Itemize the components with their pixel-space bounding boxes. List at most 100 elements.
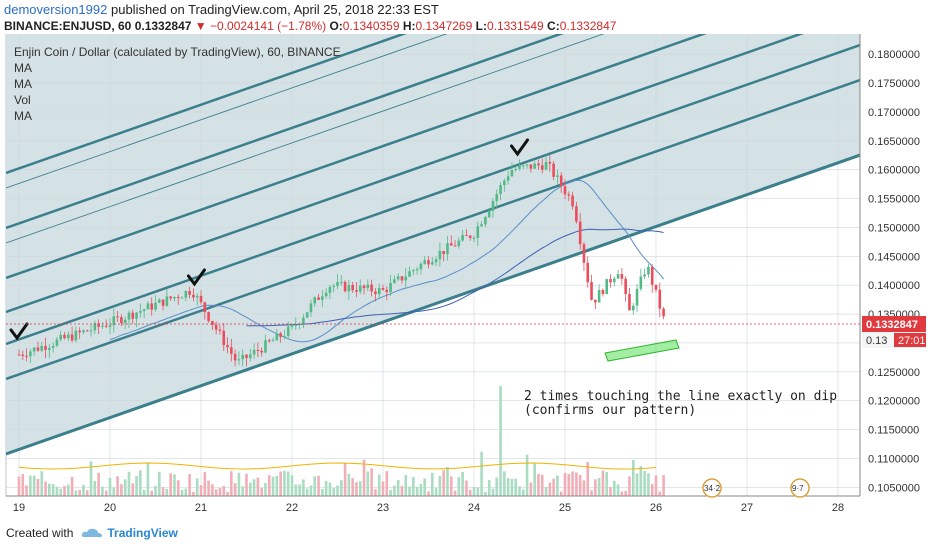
- candle-body: [226, 345, 229, 348]
- candle-body: [385, 289, 389, 293]
- volume-bar: [487, 480, 491, 496]
- volume-bar: [59, 488, 63, 496]
- candle-body: [271, 340, 275, 342]
- y-tick-label: 0.1400000: [868, 280, 920, 292]
- chart-title: Enjin Coin / Dollar (calculated by Tradi…: [14, 45, 341, 59]
- candle-body: [332, 285, 336, 287]
- candle-body: [548, 161, 552, 164]
- candle-body: [446, 243, 449, 255]
- volume-bar: [377, 474, 381, 496]
- volume-bar: [423, 478, 427, 496]
- volume-bar: [567, 473, 571, 496]
- tradingview-brand[interactable]: TradingView: [81, 526, 178, 540]
- volume-bar: [93, 480, 97, 496]
- candle-body: [267, 340, 271, 342]
- volume-bar: [468, 489, 472, 496]
- candle-body: [48, 347, 51, 350]
- candle-body: [582, 244, 586, 263]
- volume-bar: [457, 477, 461, 496]
- volume-bar: [78, 489, 81, 496]
- volume-bar: [298, 484, 301, 496]
- volume-bar: [582, 480, 586, 496]
- candle-body: [537, 163, 540, 166]
- candle-body: [540, 165, 544, 170]
- candle-body: [347, 285, 351, 292]
- price-chart[interactable]: 0.1800000 0.1750000 0.1700000 0.1650000 0.16…: [0, 34, 932, 524]
- volume-bar: [559, 491, 563, 496]
- candle-body: [188, 290, 191, 295]
- volume-bar: [195, 478, 199, 496]
- volume-bar: [120, 484, 123, 496]
- username-link[interactable]: demoversion1992: [4, 2, 108, 17]
- candle-body: [525, 164, 529, 166]
- volume-bar: [628, 476, 631, 496]
- volume-bar: [207, 480, 210, 496]
- candle-body: [533, 163, 536, 169]
- volume-bar: [654, 475, 658, 496]
- volume-bar: [571, 471, 574, 496]
- candle-body: [290, 325, 294, 327]
- event-badge-icon: [702, 478, 722, 498]
- y-tick-label: 0.1800000: [868, 49, 920, 61]
- candle-body: [260, 350, 263, 353]
- volume-bar: [305, 488, 309, 496]
- volume-bar: [393, 485, 396, 496]
- candle-body: [575, 206, 578, 222]
- volume-bar: [108, 477, 112, 496]
- candle-body: [491, 201, 495, 211]
- volume-bar: [650, 483, 654, 496]
- volume-bar: [271, 476, 275, 496]
- candle-body: [393, 279, 396, 284]
- volume-bar: [643, 471, 646, 496]
- volume-bar: [85, 490, 89, 496]
- volume-bar: [419, 483, 423, 496]
- checkmark-icon: [186, 268, 206, 287]
- footer: Created with TradingView: [6, 526, 178, 540]
- candle-body: [85, 330, 89, 332]
- volume-bar: [343, 462, 347, 496]
- volume-bar: [472, 487, 476, 496]
- candle-body: [650, 266, 654, 285]
- x-tick-label: 24: [468, 502, 480, 514]
- touch-highlight-box: [604, 339, 680, 362]
- volume-bar: [590, 490, 593, 496]
- channel-line: [6, 153, 860, 456]
- volume-bar: [135, 476, 138, 496]
- volume-bar: [222, 486, 226, 496]
- channel-line: [6, 34, 407, 175]
- volume-bar: [241, 486, 245, 496]
- candle-body: [324, 292, 328, 297]
- volume-bar: [442, 470, 445, 496]
- volume-bar: [157, 471, 161, 496]
- volume-bar: [203, 472, 207, 496]
- candle-body: [358, 285, 362, 292]
- y-tick-label: 0.1500000: [868, 222, 920, 234]
- volume-bar: [169, 473, 172, 496]
- volume-bar: [434, 488, 438, 496]
- candle-body: [529, 164, 533, 169]
- volume-bar: [355, 482, 358, 496]
- candle-body: [328, 286, 332, 293]
- candle-body: [628, 294, 631, 311]
- volume-bar: [499, 386, 502, 496]
- volume-bar: [332, 487, 336, 496]
- volume-bar: [176, 480, 180, 496]
- x-tick-label: 21: [195, 502, 207, 514]
- candle-body: [434, 259, 438, 263]
- volume-bar: [537, 473, 540, 496]
- x-tick-label: 22: [286, 502, 298, 514]
- volume-bar: [211, 484, 214, 496]
- candle-body: [408, 271, 411, 277]
- brand-label: TradingView: [107, 526, 178, 540]
- candle-body: [135, 312, 138, 319]
- candle-body: [241, 354, 245, 360]
- volume-bar: [374, 489, 377, 496]
- candle-body: [305, 312, 309, 318]
- candle-body: [343, 281, 347, 292]
- candle-body: [131, 312, 135, 319]
- volume-bar: [370, 468, 373, 496]
- channel-line: [6, 34, 707, 280]
- candle-body: [82, 330, 85, 333]
- candle-body: [521, 165, 525, 167]
- volume-bar: [400, 485, 404, 496]
